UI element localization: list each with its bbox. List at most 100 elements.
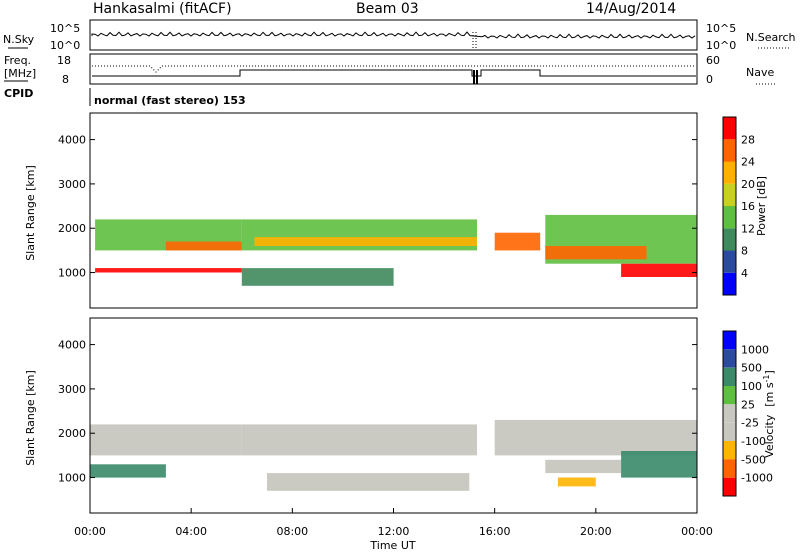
velocity-colorbar-tick-6: -500 [741, 453, 766, 466]
power-ytick-label-2: 3000 [58, 178, 86, 191]
velocity-colorbar-tick-1: 500 [741, 362, 762, 375]
time-tick-label-1: 04:00 [175, 525, 207, 538]
power-ytick-label-0: 1000 [58, 267, 86, 280]
velocity-colorbar-label-main: Velocity [763, 414, 776, 458]
velocity-colorbar-tick-0: 1000 [741, 343, 769, 356]
power-band-5 [241, 268, 394, 286]
power-band-0 [95, 268, 242, 273]
velocity-ylabel: Slant Range [km] [24, 370, 37, 466]
velocity-colorbar-tick-4: -25 [741, 417, 759, 430]
noise-tick-bottom-left: 10^0 [50, 39, 80, 52]
velocity-colorbar-cell-4 [723, 404, 736, 423]
power-colorbar-tick-6: 28 [741, 133, 755, 146]
velocity-colorbar-tick-5: -100 [741, 435, 766, 448]
velocity-ytick-label-0: 1000 [58, 472, 86, 485]
velocity-colorbar-cell-6 [723, 441, 736, 460]
noise-panel: N.Sky 10^5 10^0 10^5 10^0 N.Search [3, 19, 796, 52]
velocity-colorbar-label-units: [m s [763, 382, 776, 407]
freq-tick-18: 18 [57, 54, 71, 67]
velocity-band-2 [241, 424, 477, 456]
date-label: 14/Aug/2014 [586, 1, 676, 17]
nave-tick-0: 0 [706, 73, 713, 86]
freq-panel: Freq. [MHz] 18 8 60 0 Nave [4, 53, 776, 86]
power-colorbar-cell-3 [723, 206, 736, 229]
velocity-ytick-label-1: 2000 [58, 427, 86, 440]
time-tick-label-6: 00:00 [681, 525, 713, 538]
power-colorbar-cell-5 [723, 161, 736, 184]
velocity-band-5 [545, 459, 622, 474]
power-colorbar-tick-4: 20 [741, 178, 755, 191]
velocity-colorbar-tick-7: -1000 [741, 472, 773, 485]
power-colorbar-cell-1 [723, 250, 736, 273]
power-colorbar-tick-5: 24 [741, 156, 755, 169]
time-tick-label-2: 08:00 [276, 525, 308, 538]
power-band-8 [545, 246, 647, 260]
power-band-2 [165, 241, 242, 251]
power-band-6 [494, 232, 541, 251]
nave-trace [92, 65, 696, 73]
power-colorbar: 4 8 12 16 20 24 28 Power [dB] [722, 116, 768, 296]
power-colorbar-tick-2: 12 [741, 222, 755, 235]
velocity-colorbar-tick-3: 25 [741, 398, 755, 411]
velocity-band-7 [621, 451, 697, 478]
velocity-ytick-label-2: 3000 [58, 383, 86, 396]
noise-tick-bottom-right: 10^0 [706, 39, 736, 52]
time-tick-label-4: 16:00 [479, 525, 511, 538]
power-panel: 1000 2000 3000 4000 Slant Range [km] [24, 112, 698, 309]
freq-trace [92, 69, 696, 77]
freq-gap-marker [473, 70, 478, 84]
station-title: Hankasalmi (fitACF) [93, 1, 232, 17]
time-axis-label: Time UT [369, 539, 415, 552]
freq-tick-8: 8 [62, 73, 69, 86]
velocity-band-6 [557, 477, 596, 487]
power-colorbar-tick-0: 4 [741, 267, 748, 280]
velocity-colorbar-cell-5 [723, 422, 736, 441]
freq-units-label: [MHz] [4, 67, 36, 80]
cpid-label: CPID [4, 87, 33, 100]
time-tick-label-3: 12:00 [378, 525, 410, 538]
velocity-colorbar-cell-7 [723, 459, 736, 478]
power-ytick-label-1: 2000 [58, 222, 86, 235]
power-ytick-label-3: 4000 [58, 134, 86, 147]
velocity-panel: 1000 2000 3000 4000 00:00 04:00 08:00 12:00 16:… [24, 317, 713, 552]
velocity-colorbar-cell-8 [723, 477, 736, 496]
velocity-colorbar: 1000 500 100 25 -25 -100 -500 -1000 Velocity [m … [722, 330, 776, 497]
velocity-band-0 [90, 464, 166, 478]
noise-tick-top-right: 10^5 [706, 22, 736, 35]
power-colorbar-cell-4 [723, 183, 736, 207]
noise-search-trace [472, 32, 477, 50]
velocity-colorbar-cell-1 [723, 349, 736, 368]
velocity-colorbar-label-exp: -1 [762, 374, 771, 382]
power-colorbar-cell-0 [723, 272, 736, 296]
velocity-colorbar-cell-2 [723, 367, 736, 386]
noise-sky-trace [91, 31, 696, 39]
power-colorbar-cell-2 [723, 228, 736, 251]
velocity-colorbar-label-close: ] [763, 370, 776, 374]
freq-label: Freq. [4, 54, 31, 67]
noise-tick-top-left: 10^5 [50, 22, 80, 35]
power-colorbar-cell-7 [723, 117, 736, 140]
velocity-band-3 [267, 473, 470, 491]
velocity-ytick-label-3: 4000 [58, 339, 86, 352]
power-band-4 [254, 237, 477, 246]
power-colorbar-cell-6 [723, 139, 736, 162]
velocity-band-1 [90, 424, 242, 456]
power-colorbar-label: Power [dB] [755, 176, 768, 236]
power-band-9 [621, 263, 697, 277]
time-tick-label-5: 20:00 [580, 525, 612, 538]
noise-search-label: N.Search [746, 31, 796, 44]
velocity-colorbar-tick-2: 100 [741, 380, 762, 393]
power-colorbar-tick-1: 8 [741, 245, 748, 258]
power-ylabel: Slant Range [km] [24, 165, 37, 261]
noise-sky-label: N.Sky [3, 33, 35, 46]
velocity-colorbar-cell-3 [723, 386, 736, 405]
beam-label: Beam 03 [356, 1, 419, 17]
nave-tick-60: 60 [706, 54, 720, 67]
velocity-colorbar-label: Velocity [m s-1] [762, 370, 776, 458]
power-colorbar-tick-3: 16 [741, 200, 755, 213]
cpid-mode: normal (fast stereo) 153 [94, 94, 246, 107]
nave-label: Nave [746, 66, 774, 79]
time-tick-label-0: 00:00 [74, 525, 106, 538]
velocity-colorbar-cell-0 [723, 331, 736, 350]
